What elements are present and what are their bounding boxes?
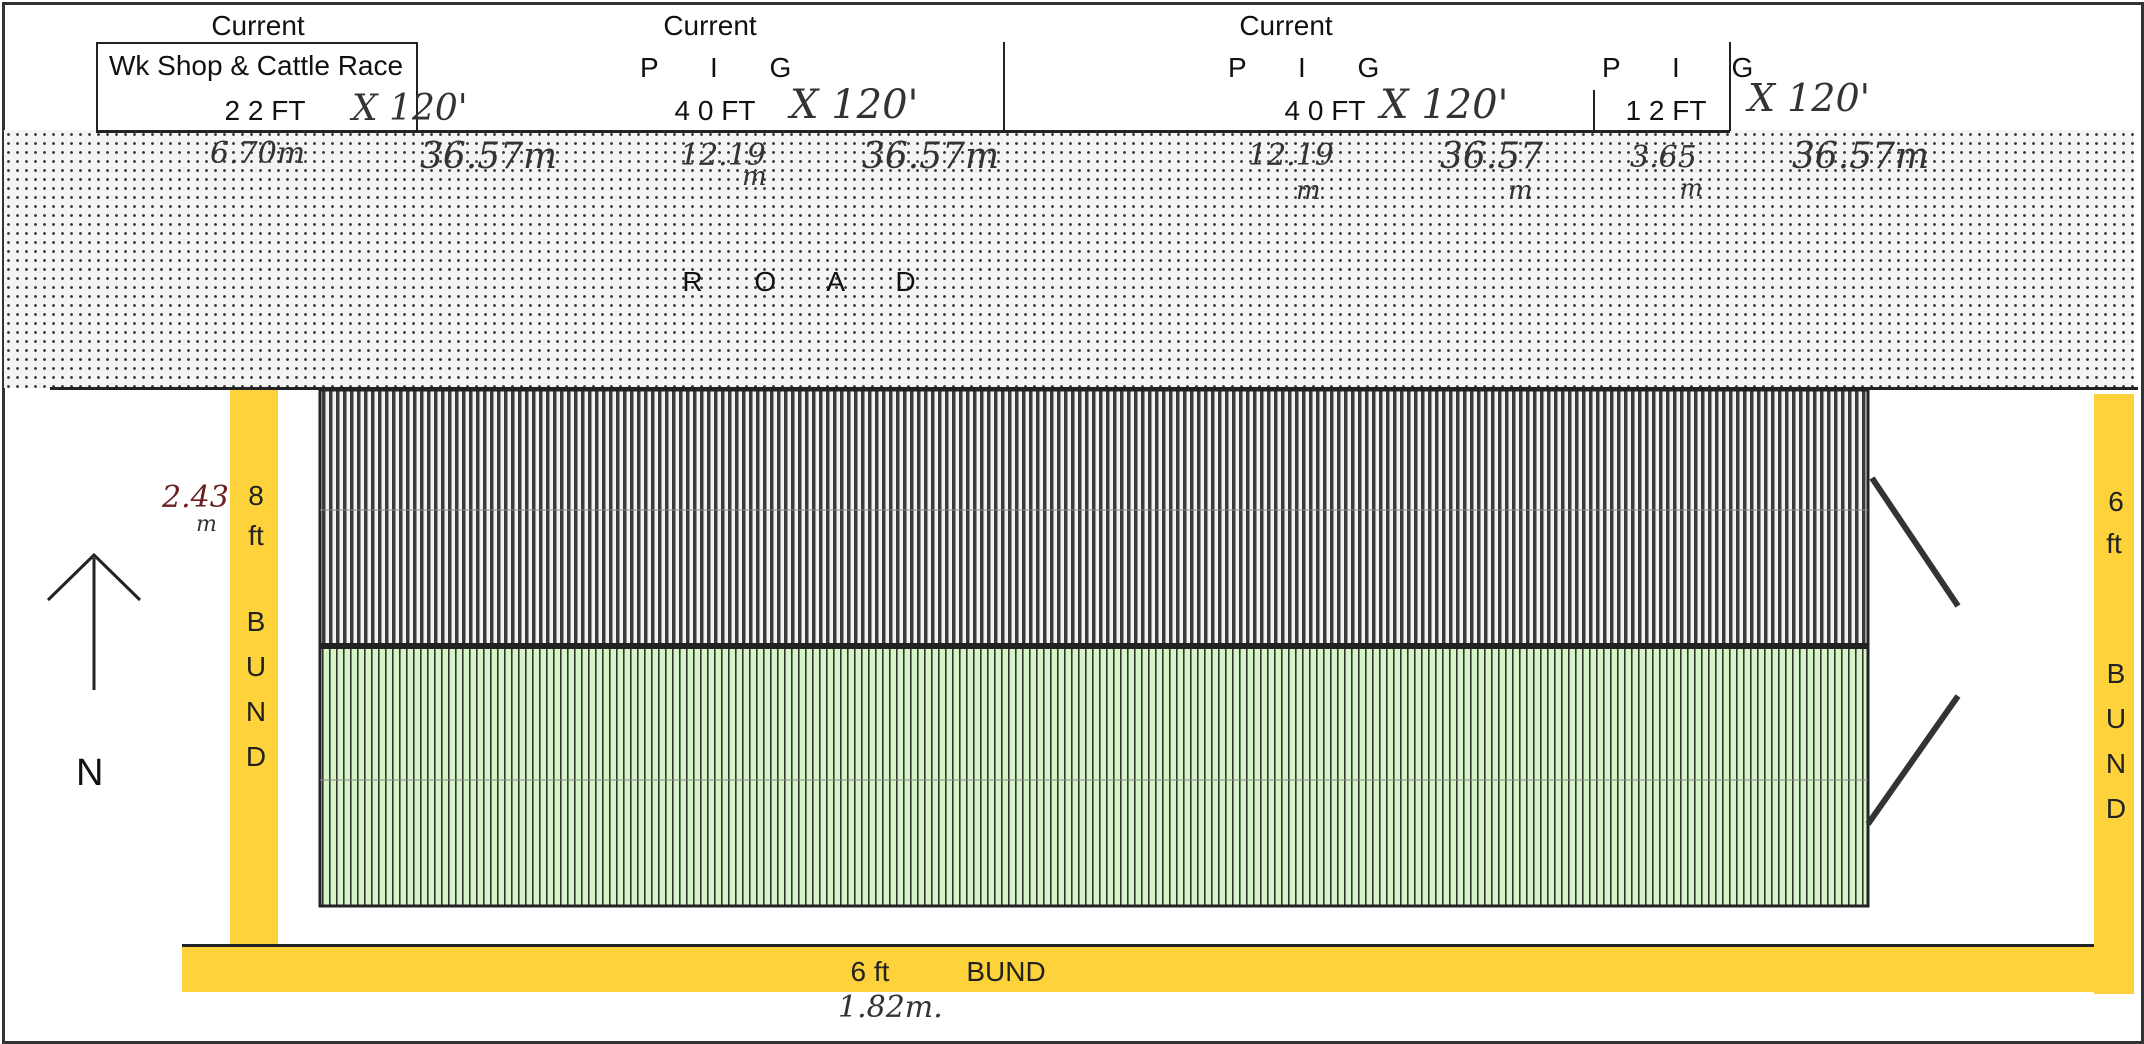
north-label: N bbox=[76, 752, 104, 794]
left-bund bbox=[230, 390, 278, 946]
pig3-hand-width: 3.65 bbox=[1630, 140, 1697, 175]
left-bund-hand-unit: m bbox=[196, 512, 217, 537]
header-wkshop-box bbox=[96, 42, 418, 133]
left-bund-letter-u: U bbox=[245, 651, 267, 682]
pig1-hand-width: 12.19 bbox=[680, 138, 766, 173]
pig3-hand-width-unit: m bbox=[1680, 174, 1703, 202]
pig2-size: 4 0 FT bbox=[1284, 95, 1366, 126]
pig3-hand-m: 36.57m bbox=[1792, 136, 1930, 177]
left-bund-letter-b: B bbox=[246, 606, 266, 637]
left-bund-hand: 2.43 bbox=[162, 480, 229, 515]
right-bund-letter-u: U bbox=[2105, 703, 2127, 734]
pig1-current-label: Current bbox=[663, 10, 757, 41]
right-bund-height: 6 bbox=[2108, 486, 2124, 517]
pig2-current-label: Current bbox=[1239, 10, 1333, 41]
bottom-bund-hand: 1.82m. bbox=[838, 990, 943, 1025]
header-pig1-divider bbox=[1003, 42, 1005, 131]
pig2-hand-m-unit: m bbox=[1508, 176, 1533, 206]
bottom-bund-line bbox=[182, 944, 2094, 947]
header-pig3-divider bbox=[1729, 42, 1731, 131]
pig3-hand-dim: X 120' bbox=[1748, 76, 1871, 120]
pig3-name: P I G bbox=[1602, 52, 1776, 83]
road-area bbox=[4, 130, 2134, 388]
left-bund-height: 8 bbox=[248, 480, 264, 511]
right-bund-unit: ft bbox=[2106, 528, 2122, 559]
wkshop-name: Wk Shop & Cattle Race bbox=[108, 50, 404, 81]
gate-upper bbox=[1869, 476, 1961, 608]
road-hand-m: 36.57m bbox=[420, 136, 558, 177]
pig2-hand-width-unit: m bbox=[1296, 176, 1321, 206]
pig1-size: 4 0 FT bbox=[674, 95, 756, 126]
pig2-hand-dim: X 120' bbox=[1380, 82, 1509, 128]
road-label: R O A D bbox=[682, 266, 938, 297]
pig1-hand-dim: X 120' bbox=[790, 82, 919, 128]
right-bund-letter-b: B bbox=[2106, 658, 2126, 689]
gate-lower bbox=[1865, 694, 1961, 826]
wkshop-current-label: Current bbox=[211, 10, 305, 41]
pig2-hand-width: 12.19 bbox=[1248, 138, 1334, 173]
left-bund-unit: ft bbox=[248, 520, 264, 551]
left-bund-letter-n: N bbox=[245, 696, 267, 727]
pen-upper bbox=[318, 388, 1870, 648]
header-pig2-divider bbox=[1593, 90, 1595, 131]
bottom-bund bbox=[182, 946, 2134, 992]
pig1-hand-m: 36.57m bbox=[862, 136, 1000, 177]
right-bund-letter-d: D bbox=[2105, 793, 2127, 824]
pig2-name: P I G bbox=[1228, 52, 1402, 83]
right-bund-letter-n: N bbox=[2105, 748, 2127, 779]
right-bund bbox=[2094, 394, 2134, 994]
bottom-bund-label: BUND bbox=[966, 956, 1046, 987]
road-top-line bbox=[96, 130, 1730, 133]
pig1-hand-width-unit: m bbox=[742, 162, 767, 192]
wkshop-hand-m: 6.70m bbox=[210, 136, 306, 171]
pen-lower bbox=[318, 644, 1870, 908]
wkshop-size: 2 2 FT bbox=[224, 95, 306, 126]
pig2-hand-m: 36.57 bbox=[1440, 136, 1544, 177]
bottom-bund-height: 6 ft bbox=[850, 956, 890, 987]
wkshop-hand-dim: X 120' bbox=[352, 88, 468, 129]
left-bund-letter-d: D bbox=[245, 741, 267, 772]
pig3-size: 1 2 FT bbox=[1625, 95, 1707, 126]
pig1-name: P I G bbox=[640, 52, 814, 83]
north-arrow-head bbox=[46, 552, 142, 602]
